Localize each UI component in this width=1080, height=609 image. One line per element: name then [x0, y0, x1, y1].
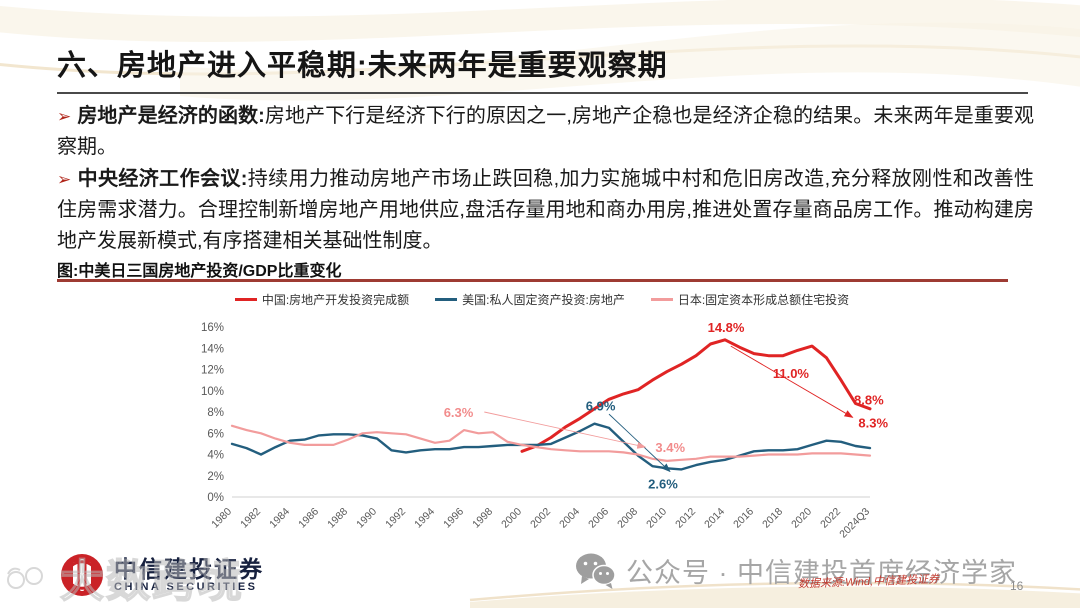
logo-english-name: CHINA SECURITIES — [114, 581, 258, 593]
x-tick-label: 2010 — [644, 506, 669, 531]
x-tick-label: 1984 — [267, 506, 292, 531]
bullet-2-lead: 中央经济工作会议: — [77, 168, 248, 190]
data-label-2.6%: 2.6% — [648, 476, 678, 491]
bullet-1-lead: 房地产是经济的函数: — [77, 105, 265, 127]
y-tick-label: 4% — [207, 450, 224, 462]
watermark-badge-icon — [7, 567, 43, 589]
company-logo: 中信建投证券 CHINA SECURITIES — [60, 553, 264, 597]
y-tick-label: 14% — [201, 343, 224, 355]
bullet-paragraph-1: ➢ 房地产是经济的函数:房地产下行是经济下行的原因之一,房地产企稳也是经济企稳的结… — [57, 101, 1034, 163]
x-tick-label: 1988 — [325, 506, 350, 531]
leader-arrow-0 — [730, 345, 854, 418]
x-tick-label: 2002 — [528, 506, 553, 531]
x-tick-label: 1996 — [441, 506, 466, 531]
title-underline — [57, 92, 1028, 94]
x-tick-label: 2018 — [760, 506, 785, 531]
legend-label-2: 日本:固定资本形成总额住宅投资 — [677, 293, 850, 307]
y-tick-label: 16% — [201, 322, 224, 334]
x-tick-label: 2022 — [818, 506, 843, 531]
wechat-account-row: 公众号 · 中信建投首席经济学家 — [574, 551, 1017, 590]
x-tick-label: 1980 — [209, 506, 234, 531]
wechat-icon — [576, 553, 616, 589]
data-label-3.4%: 3.4% — [655, 440, 685, 455]
x-tick-label: 1994 — [412, 506, 437, 531]
bullet-arrow-icon: ➢ — [57, 170, 72, 189]
legend-item-1: 美国:私人固定资产投资:房地产 — [435, 291, 625, 308]
data-label-6.3%: 6.3% — [444, 405, 474, 420]
x-tick-label: 2004 — [557, 506, 582, 531]
legend-swatch-0 — [234, 298, 257, 301]
bullet-list: ➢ 房地产是经济的函数:房地产下行是经济下行的原因之一,房地产企稳也是经济企稳的结… — [57, 101, 1034, 258]
x-tick-label: 2016 — [731, 506, 756, 531]
x-tick-label: 2000 — [499, 506, 524, 531]
bullet-paragraph-2: ➢ 中央经济工作会议:持续用力推动房地产市场止跌回稳,加力实施城中村和危旧房改造,… — [57, 164, 1034, 257]
series-line-2 — [230, 424, 872, 462]
bullet-arrow-icon: ➢ — [57, 107, 72, 126]
y-tick-label: 0% — [207, 492, 224, 504]
legend-label-1: 美国:私人固定资产投资:房地产 — [462, 293, 625, 307]
data-label-8.8%: 8.8% — [854, 392, 884, 407]
x-tick-label: 2024Q3 — [837, 506, 872, 541]
line-chart: 0%2%4%6%8%10%12%14%16%1980 1982 1984 1986 19… — [201, 320, 889, 541]
data-label-11.0%: 11.0% — [773, 366, 810, 381]
x-tick-label: 1998 — [470, 506, 495, 531]
x-tick-label: 1992 — [383, 506, 408, 531]
page-number: 16 — [1010, 579, 1024, 593]
legend-item-0: 中国:房地产开发投资完成额 — [234, 291, 410, 308]
legend-label-0: 中国:房地产开发投资完成额 — [261, 293, 410, 307]
bullet-2-text: 持续用力推动房地产市场止跌回稳,加力实施城中村和危旧房改造,充分释放刚性和改善性… — [57, 168, 1034, 252]
y-tick-label: 12% — [201, 365, 224, 377]
x-tick-label: 2006 — [586, 506, 611, 531]
legend-swatch-1 — [435, 298, 458, 301]
x-tick-label: 2008 — [615, 506, 640, 531]
y-tick-label: 8% — [207, 407, 224, 419]
data-label-8.3%: 8.3% — [858, 416, 888, 431]
figure-caption: 图:中美日三国房地产投资/GDP比重变化 — [57, 263, 342, 280]
logo-text: 中信建投证券 CHINA SECURITIES — [114, 557, 264, 593]
y-tick-label: 10% — [201, 386, 224, 398]
legend-item-2: 日本:固定资本形成总额住宅投资 — [650, 291, 850, 308]
x-tick-label: 1982 — [238, 506, 263, 531]
x-tick-label: 2020 — [789, 506, 814, 531]
data-label-14.8%: 14.8% — [708, 320, 745, 335]
x-tick-label: 1986 — [296, 506, 321, 531]
series-line-1 — [230, 422, 872, 471]
logo-chinese-name: 中信建投证券 — [114, 556, 264, 582]
x-tick-label: 2014 — [702, 506, 727, 531]
caption-underline — [57, 279, 1008, 282]
legend-swatch-2 — [650, 298, 673, 301]
series-line-0 — [520, 338, 872, 453]
chart-legend: 中国:房地产开发投资完成额 美国:私人固定资产投资:房地产 日本:固定资本形成总额住… — [180, 291, 904, 308]
x-tick-label: 1990 — [354, 506, 379, 531]
x-tick-label: 2012 — [673, 506, 698, 531]
csc-logo-icon — [61, 554, 103, 596]
bullet-1-text: 房地产下行是经济下行的原因之一,房地产企稳也是经济企稳的结果。未来两年是重要观察… — [57, 105, 1034, 158]
y-tick-label: 2% — [207, 471, 224, 483]
y-tick-label: 6% — [207, 428, 224, 440]
slide-title: 六、房地产进入平稳期:未来两年是重要观察期 — [57, 50, 668, 82]
leader-arrow-2 — [484, 411, 647, 449]
data-label-6.9%: 6.9% — [586, 399, 616, 414]
